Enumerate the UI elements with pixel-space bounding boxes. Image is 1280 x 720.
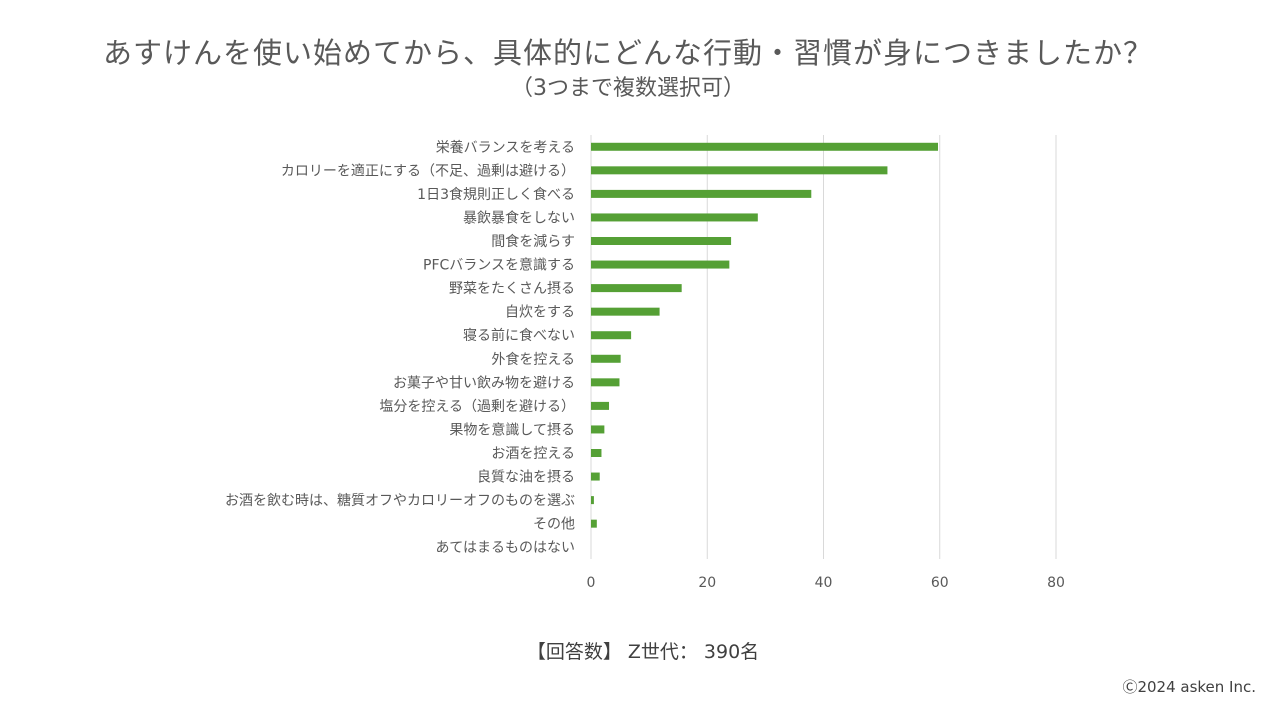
category-label: 寝る前に食べない: [463, 327, 575, 344]
copyright-notice: Ⓒ2024 asken Inc.: [1122, 678, 1256, 696]
bar: [591, 449, 602, 457]
bar: [591, 260, 730, 269]
bar: [591, 331, 632, 340]
category-label: お菓子や甘い飲み物を避ける: [393, 375, 575, 391]
category-label: 暴飲暴食をしない: [463, 209, 575, 226]
category-label: お酒を飲む時は、糖質オフやカロリーオフのものを選ぶ: [225, 493, 575, 509]
category-label: 野菜をたくさん摂る: [449, 281, 575, 297]
bar: [591, 307, 660, 316]
x-tick-label-0: 0: [587, 575, 596, 591]
category-label: 栄養バランスを考える: [436, 139, 575, 156]
bar: [591, 166, 888, 175]
bar: [591, 472, 600, 481]
bar: [591, 496, 594, 505]
bar: [591, 354, 621, 363]
respondent-count-note: 【回答数】 Z世代： 390名: [526, 641, 760, 663]
bar: [591, 425, 605, 434]
bar: [591, 213, 758, 222]
category-label: お酒を控える: [491, 446, 575, 462]
category-label: その他: [533, 517, 575, 533]
bar: [591, 519, 597, 528]
category-label: 果物を意識して摂る: [449, 421, 575, 438]
x-tick-label-60: 60: [931, 575, 949, 591]
category-label: 1日3食規則正しく食べる: [417, 186, 575, 203]
bar: [591, 189, 812, 198]
category-label: 良質な油を摂る: [477, 470, 575, 486]
category-label: 間食を減らす: [491, 233, 575, 250]
category-label: 外食を控える: [491, 351, 575, 368]
x-tick-label-40: 40: [815, 575, 833, 591]
chart-title: あすけんを使い始めてから、具体的にどんな行動・習慣が身につきましたか？: [102, 36, 1153, 70]
category-label: あてはまるものはない: [436, 540, 575, 556]
x-tick-label-80: 80: [1047, 575, 1065, 591]
bar: [591, 142, 939, 151]
category-label: PFCバランスを意識する: [423, 257, 575, 274]
bar: [591, 237, 732, 245]
category-label: 自炊をする: [505, 305, 575, 321]
category-label: 塩分を控える（過剰を避ける）: [379, 399, 575, 415]
x-tick-label-20: 20: [698, 575, 716, 591]
bar: [591, 401, 610, 410]
category-label: カロリーを適正にする（不足、過剰は避ける）: [281, 162, 575, 179]
chart-subtitle: （3つまで複数選択可）: [511, 76, 745, 101]
bar: [591, 284, 682, 293]
bar: [591, 378, 620, 387]
